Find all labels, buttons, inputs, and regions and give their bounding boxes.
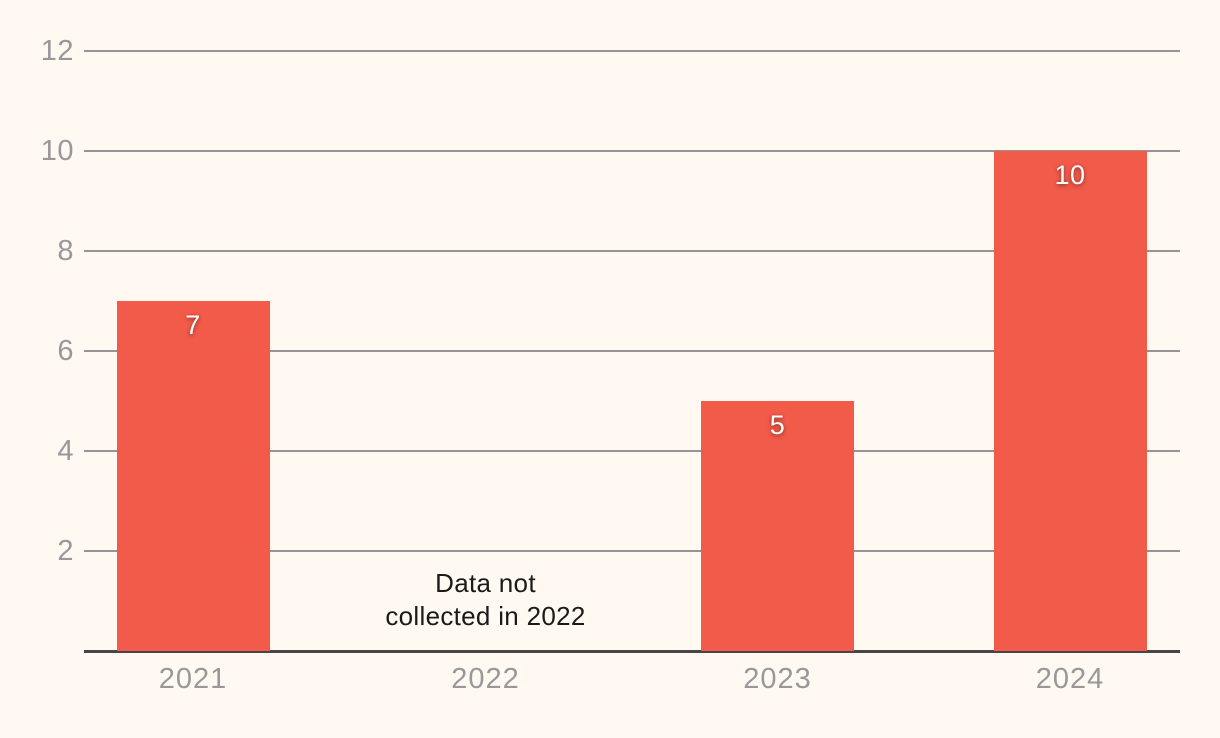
bar-value-label: 10	[1054, 160, 1086, 190]
y-tick-label: 4	[57, 435, 74, 467]
gridline	[84, 350, 1180, 352]
x-tick-label-2022: 2022	[451, 663, 520, 695]
bar-2024: 10	[993, 151, 1147, 651]
gridline	[84, 50, 1180, 52]
gridline	[84, 550, 1180, 552]
y-tick-label: 8	[57, 235, 74, 267]
y-tick-label: 2	[57, 535, 74, 567]
x-tick-label-2024: 2024	[1035, 663, 1105, 695]
bar-2023: 5	[701, 401, 854, 651]
y-tick-label: 6	[57, 335, 74, 367]
x-axis-line	[84, 650, 1180, 653]
y-tick-label: 10	[40, 135, 74, 167]
gridline	[84, 450, 1180, 452]
gridline	[84, 150, 1180, 152]
x-tick-label-2021: 2021	[158, 663, 228, 695]
gridline	[84, 250, 1180, 252]
x-tick-label-2023: 2023	[743, 663, 812, 695]
bar-2021: 7	[116, 301, 270, 651]
y-tick-label: 12	[40, 35, 74, 67]
no-data-annotation: Data not collected in 2022	[385, 568, 586, 631]
bar-value-label: 7	[185, 310, 201, 340]
bar-value-label: 5	[769, 410, 786, 440]
